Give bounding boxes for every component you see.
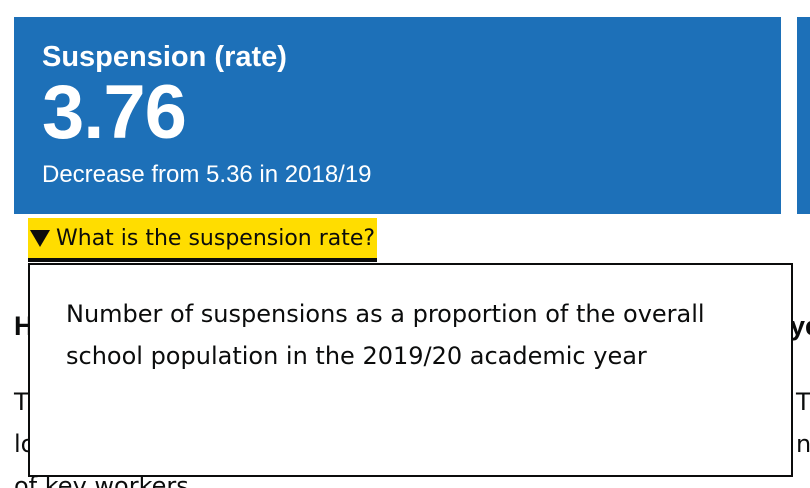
background-paragraph-line: T	[796, 388, 810, 416]
details-body-text: Number of suspensions as a proportion of…	[66, 300, 705, 370]
background-paragraph-line: T	[14, 388, 29, 416]
details-summary-toggle[interactable]: What is the suspension rate?	[28, 218, 378, 258]
details-panel: Number of suspensions as a proportion of…	[28, 263, 793, 477]
background-paragraph-right: T no	[796, 381, 810, 465]
adjacent-tile-edge	[797, 17, 810, 214]
background-paragraph-line: no	[796, 430, 810, 458]
headline-tile-suspension: Suspension (rate) 3.76 Decrease from 5.3…	[14, 17, 781, 214]
tile-value: 3.76	[42, 70, 187, 155]
tile-title: Suspension (rate)	[42, 41, 287, 73]
details-summary-label: What is the suspension rate?	[56, 225, 376, 251]
triangle-down-icon	[30, 229, 50, 247]
background-heading-right: ye	[790, 311, 810, 341]
tile-trend: Decrease from 5.36 in 2018/19	[42, 161, 372, 188]
